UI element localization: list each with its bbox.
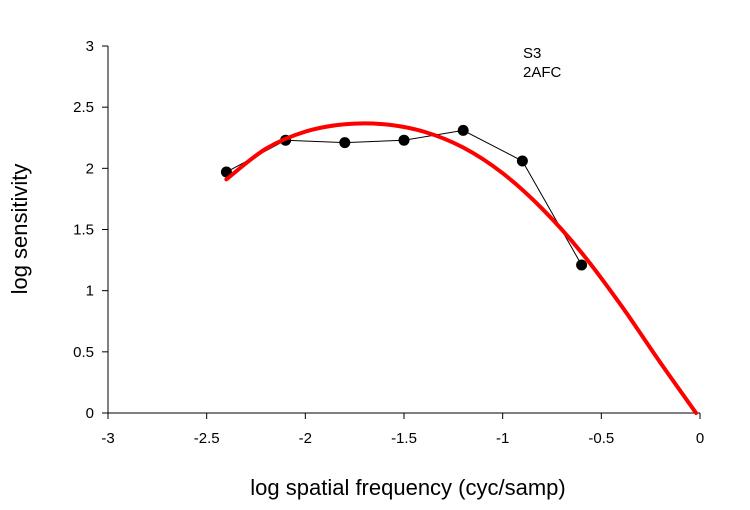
y-tick-label: 0 <box>86 405 94 422</box>
data-point <box>516 155 528 167</box>
x-tick-label: -1.5 <box>391 430 417 447</box>
y-tick-label: 1 <box>86 283 94 300</box>
x-axis-label: log spatial frequency (cyc/samp) <box>250 475 565 500</box>
y-tick-label: 1.5 <box>73 222 94 239</box>
y-tick-label: 2 <box>86 160 94 177</box>
y-tick-label: 3 <box>86 38 94 55</box>
data-point <box>576 259 588 271</box>
series-layer <box>220 121 699 415</box>
data-point <box>339 137 351 149</box>
annotation-method: 2AFC <box>523 64 562 81</box>
y-axis-label: log sensitivity <box>7 164 32 295</box>
y-tick-label: 2.5 <box>73 99 94 116</box>
annotation-subject: S3 <box>523 45 541 62</box>
data-point <box>398 134 410 146</box>
axes: -3 -2.5 -2 -1.5 -1 -0.5 0 0 0.5 1 1.5 2 2.5 3 <box>73 38 704 447</box>
x-tick-label: -1 <box>496 430 509 447</box>
x-tick-label: -0.5 <box>588 430 614 447</box>
x-tick-label: -3 <box>101 430 114 447</box>
x-tick-label: -2.5 <box>194 430 220 447</box>
x-tick-label: 0 <box>696 430 704 447</box>
data-point <box>457 124 469 136</box>
x-tick-label: -2 <box>299 430 312 447</box>
fit-curve <box>224 121 699 415</box>
y-tick-label: 0.5 <box>73 344 94 361</box>
